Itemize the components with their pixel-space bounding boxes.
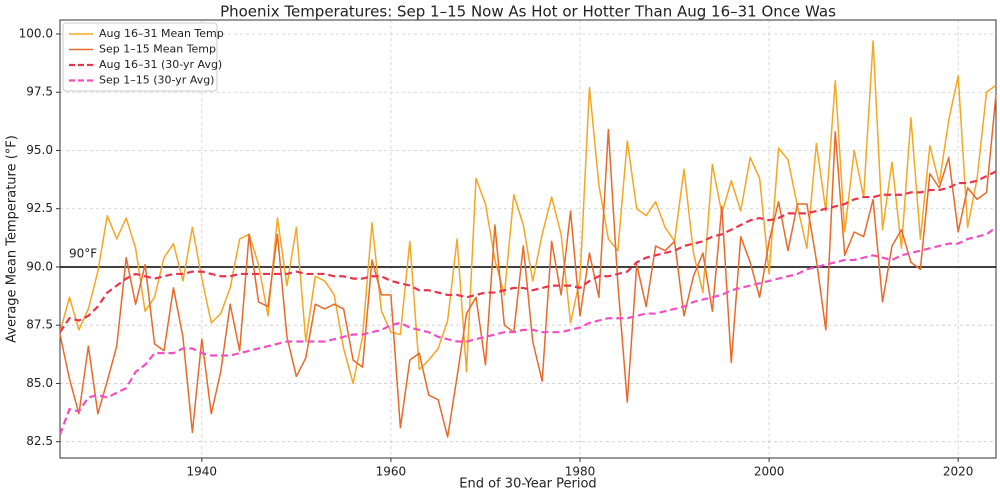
y-tick-label: 95.0 [26,143,53,157]
series-line [58,226,997,436]
reference-label: 90°F [69,246,97,260]
legend-label: Aug 16–31 Mean Temp [99,27,224,40]
y-axis-label: Average Mean Temperature (°F) [5,135,20,343]
plot-frame [59,19,997,459]
legend-label: Aug 16–31 (30-yr Avg) [99,58,222,71]
x-tick-label: 1960 [376,465,407,479]
y-tick-label: 90.0 [26,259,53,273]
y-tick-label: 92.5 [26,201,53,215]
series-line [59,40,997,385]
legend-box [62,22,218,92]
x-tick-label: 1940 [187,465,218,479]
y-tick-label: 85.0 [26,376,53,390]
x-tick-label: 1980 [565,465,596,479]
y-tick-label: 87.5 [26,318,53,332]
legend-label: Sep 1–15 Mean Temp [99,43,216,56]
x-tick-label: 2020 [943,465,974,479]
chart-title: Phoenix Temperatures: Sep 1–15 Now As Ho… [220,3,836,21]
x-tick-label: 2000 [754,465,785,479]
y-tick-label: 82.5 [26,434,53,448]
y-tick-label: 100.0 [19,26,53,40]
y-tick-label: 97.5 [26,85,53,99]
x-axis-label: End of 30-Year Period [459,477,596,492]
legend-label: Sep 1–15 (30-yr Avg) [99,74,214,87]
series-line [59,94,997,438]
